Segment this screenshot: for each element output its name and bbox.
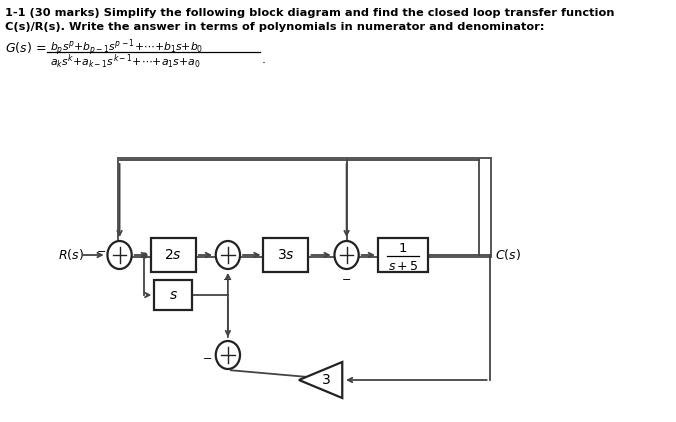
Text: $a_k s^k{+}a_{k-1}s^{k-1}{+}{\cdots}{+}a_1 s{+}a_0$: $a_k s^k{+}a_{k-1}s^{k-1}{+}{\cdots}{+}a… xyxy=(50,53,201,71)
Circle shape xyxy=(335,241,359,269)
Text: $-$: $-$ xyxy=(222,273,232,283)
Text: $-$: $-$ xyxy=(202,352,212,362)
Text: $.\ $: $.\ $ xyxy=(261,53,266,66)
Circle shape xyxy=(216,341,240,369)
Text: $b_p s^p{+}b_{p-1}s^{p-1}{+}{\cdots}{+}b_1 s{+}b_0$: $b_p s^p{+}b_{p-1}s^{p-1}{+}{\cdots}{+}b… xyxy=(50,37,203,58)
Text: $G(s)\,=$: $G(s)\,=$ xyxy=(5,40,47,55)
Circle shape xyxy=(107,241,132,269)
Polygon shape xyxy=(299,362,342,398)
Text: 1-1 (30 marks) Simplify the following block diagram and find the closed loop tra: 1-1 (30 marks) Simplify the following bl… xyxy=(5,8,614,18)
Text: $3s$: $3s$ xyxy=(277,248,295,262)
Bar xyxy=(378,238,428,272)
Text: $1$: $1$ xyxy=(398,241,408,254)
Bar xyxy=(118,158,491,257)
Text: $3$: $3$ xyxy=(321,373,331,387)
Text: C(s)/R(s). Write the answer in terms of polynomials in numerator and denominator: C(s)/R(s). Write the answer in terms of … xyxy=(5,22,545,32)
Text: $-$: $-$ xyxy=(95,245,105,255)
Circle shape xyxy=(216,241,240,269)
Text: $s$: $s$ xyxy=(169,288,178,302)
Text: $2s$: $2s$ xyxy=(164,248,182,262)
Text: $R(s)$: $R(s)$ xyxy=(58,247,84,262)
Text: $-$: $-$ xyxy=(341,273,351,283)
Bar xyxy=(151,238,196,272)
Bar xyxy=(154,280,193,310)
Bar xyxy=(264,238,308,272)
Text: $s+5$: $s+5$ xyxy=(387,260,418,273)
Text: $C(s)$: $C(s)$ xyxy=(495,247,521,262)
